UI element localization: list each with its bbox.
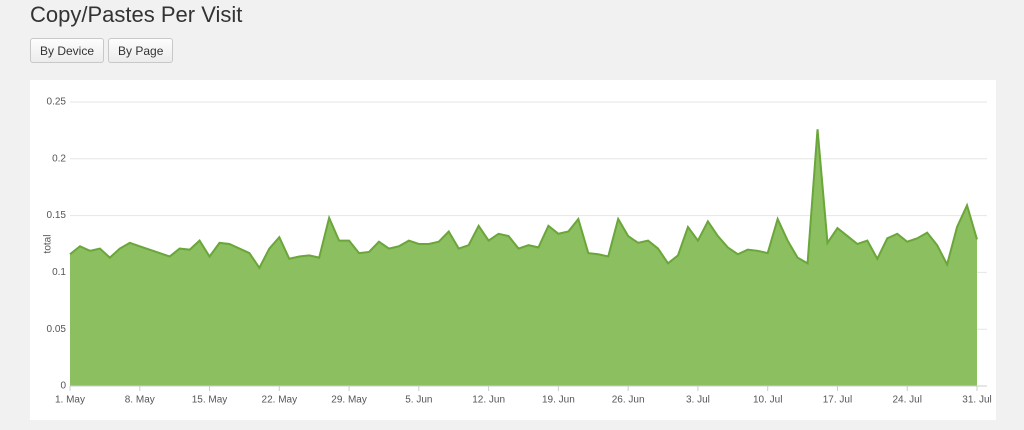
x-tick-label: 26. Jun <box>612 395 645 406</box>
chart: 0 0.05 0.1 0.15 0.2 0.25 total 1. May 8. May 15. … <box>43 97 992 406</box>
by-page-button[interactable]: By Page <box>108 38 174 63</box>
x-tick-label: 15. May <box>192 395 228 406</box>
x-tick-label: 3. Jul <box>686 395 710 406</box>
y-tick-label: 0.1 <box>52 267 66 278</box>
area-line <box>69 129 978 270</box>
y-tick-label: 0.05 <box>47 324 67 335</box>
x-tick-label: 8. May <box>125 395 155 406</box>
x-tick-label: 17. Jul <box>823 395 852 406</box>
y-tick-label: 0 <box>60 381 66 392</box>
x-tick-label: 29. May <box>331 395 367 406</box>
y-tick-label: 0.15 <box>47 210 67 221</box>
area <box>70 129 977 386</box>
x-tick-label: 12. Jun <box>472 395 505 406</box>
x-tick-label: 19. Jun <box>542 395 575 406</box>
button-group: By Device By Page <box>30 38 174 63</box>
x-tick-label: 22. May <box>262 395 298 406</box>
x-tick-label: 1. May <box>55 395 85 406</box>
x-tick-label: 5. Jun <box>405 395 432 406</box>
y-axis-label: total <box>43 235 54 254</box>
x-tick-label: 24. Jul <box>892 395 921 406</box>
chart-panel: 0 0.05 0.1 0.15 0.2 0.25 total 1. May 8. May 15. … <box>30 80 996 420</box>
by-device-button[interactable]: By Device <box>30 38 105 63</box>
y-tick-label: 0.2 <box>52 153 66 164</box>
page-title: Copy/Pastes Per Visit <box>30 2 243 27</box>
x-tick-label: 31. Jul <box>962 395 991 406</box>
y-tick-label: 0.25 <box>47 97 67 108</box>
x-tick-label: 10. Jul <box>753 395 782 406</box>
